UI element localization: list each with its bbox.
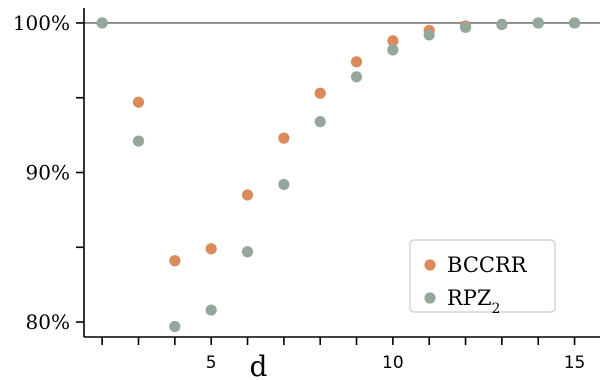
point-rpz-4 bbox=[169, 320, 181, 333]
point-bccrr-5 bbox=[205, 243, 217, 255]
x-tick-label-5: 5 bbox=[206, 353, 217, 373]
legend-label-bccrr: BCCRR bbox=[447, 253, 528, 277]
series-rpz bbox=[96, 17, 581, 333]
point-rpz-11 bbox=[423, 29, 435, 41]
point-rpz-5 bbox=[205, 304, 217, 316]
y-tick-label-90: 90% bbox=[26, 161, 70, 185]
legend-marker-bccrr bbox=[424, 259, 436, 271]
point-rpz-10 bbox=[387, 44, 399, 56]
point-rpz-15 bbox=[568, 17, 581, 29]
point-rpz-13 bbox=[496, 18, 508, 31]
axis-ticks: 80% 90% 100% 5 10 15 bbox=[13, 11, 586, 373]
point-bccrr-9 bbox=[350, 56, 363, 68]
point-bccrr-10 bbox=[387, 35, 399, 47]
point-rpz-14 bbox=[532, 17, 544, 29]
legend-frame bbox=[409, 239, 556, 313]
x-tick-label-10: 10 bbox=[382, 353, 404, 373]
series-bccrr bbox=[96, 17, 581, 267]
point-bccrr-8 bbox=[314, 87, 326, 99]
point-rpz-7 bbox=[278, 178, 290, 191]
point-rpz-3 bbox=[132, 135, 145, 147]
point-rpz-6 bbox=[241, 246, 254, 258]
point-bccrr-7 bbox=[278, 132, 290, 144]
point-bccrr-4 bbox=[169, 255, 181, 267]
y-tick-label-80: 80% bbox=[26, 310, 70, 334]
point-bccrr-6 bbox=[241, 189, 254, 201]
point-rpz-12 bbox=[459, 21, 472, 34]
point-rpz-8 bbox=[314, 116, 326, 128]
point-rpz-2 bbox=[96, 17, 108, 29]
legend-marker-rpz bbox=[424, 292, 436, 304]
plot-area bbox=[84, 17, 600, 333]
y-tick-label-100: 100% bbox=[13, 11, 70, 35]
x-tick-label-15: 15 bbox=[564, 353, 586, 373]
point-rpz-9 bbox=[350, 71, 363, 83]
x-axis-label: d bbox=[249, 350, 267, 380]
point-bccrr-3 bbox=[132, 96, 145, 108]
